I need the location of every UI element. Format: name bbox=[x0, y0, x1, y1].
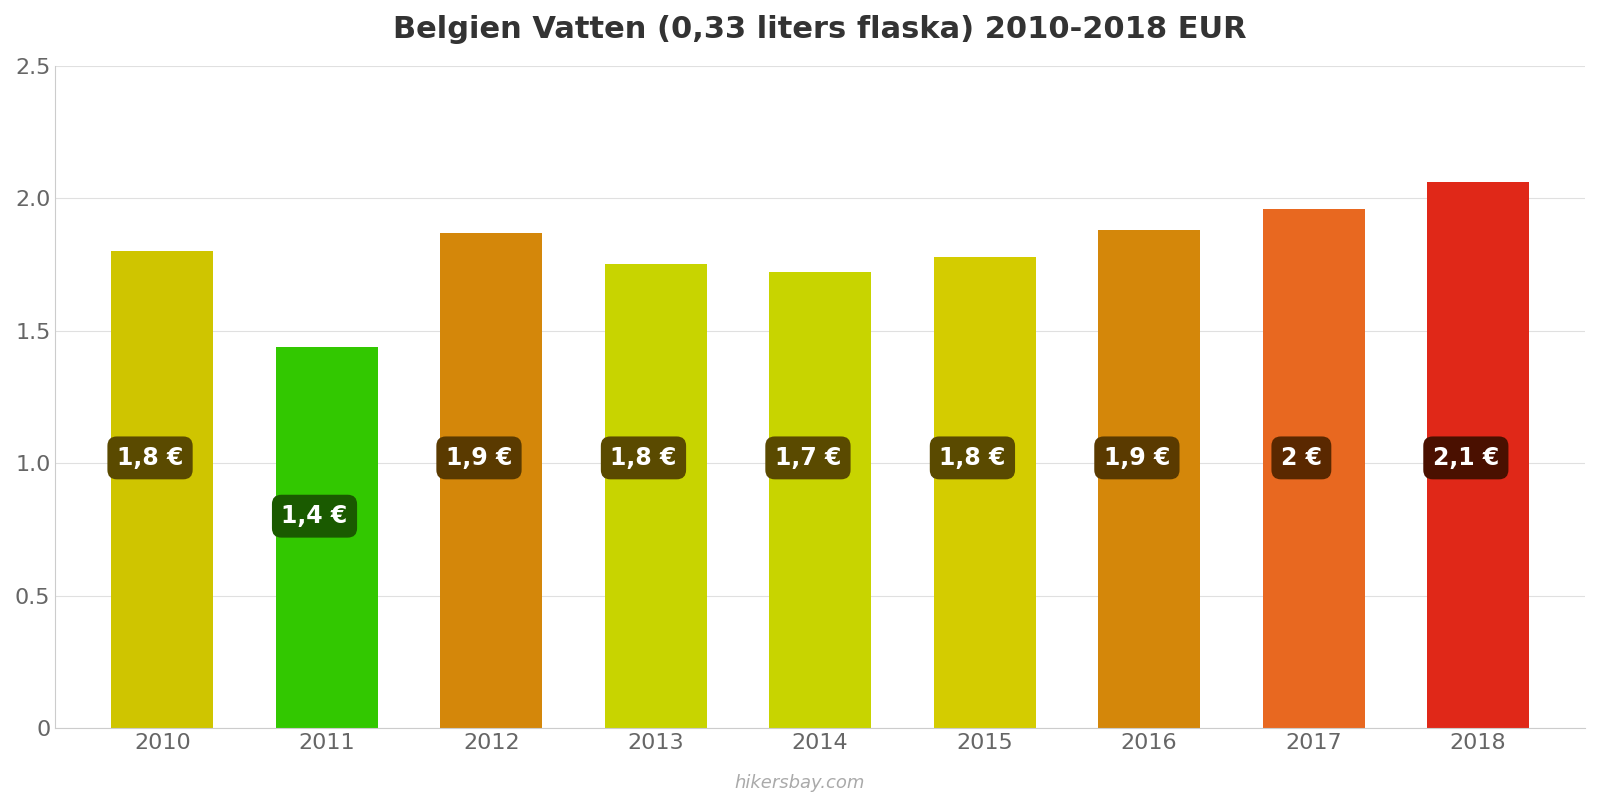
Text: 1,8 €: 1,8 € bbox=[610, 446, 677, 470]
Bar bbox=[1262, 209, 1365, 728]
Text: 1,4 €: 1,4 € bbox=[282, 504, 347, 528]
Text: 1,8 €: 1,8 € bbox=[939, 446, 1006, 470]
Bar bbox=[934, 257, 1035, 728]
Bar bbox=[1098, 230, 1200, 728]
Bar bbox=[605, 265, 707, 728]
Text: 2 €: 2 € bbox=[1282, 446, 1322, 470]
Title: Belgien Vatten (0,33 liters flaska) 2010-2018 EUR: Belgien Vatten (0,33 liters flaska) 2010… bbox=[394, 15, 1246, 44]
Text: 2,1 €: 2,1 € bbox=[1432, 446, 1499, 470]
Text: 1,9 €: 1,9 € bbox=[446, 446, 512, 470]
Text: 1,8 €: 1,8 € bbox=[117, 446, 184, 470]
Text: 1,7 €: 1,7 € bbox=[774, 446, 842, 470]
Text: 1,9 €: 1,9 € bbox=[1104, 446, 1170, 470]
Bar bbox=[440, 233, 542, 728]
Bar bbox=[112, 251, 213, 728]
Text: hikersbay.com: hikersbay.com bbox=[734, 774, 866, 792]
Bar bbox=[770, 273, 870, 728]
Bar bbox=[275, 346, 378, 728]
Bar bbox=[1427, 182, 1530, 728]
